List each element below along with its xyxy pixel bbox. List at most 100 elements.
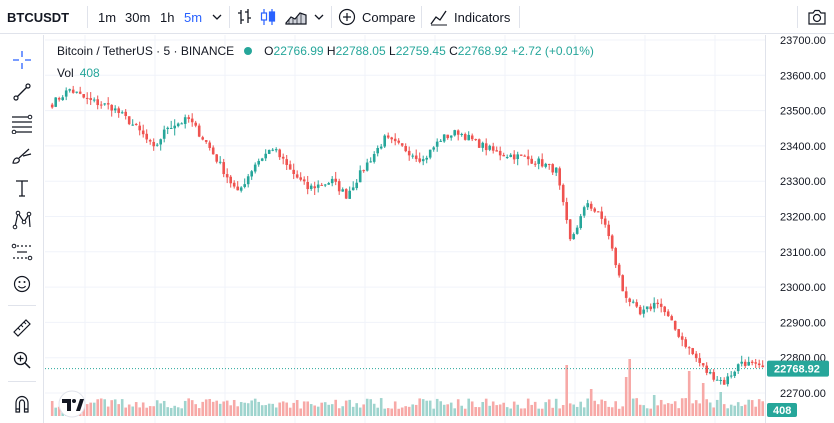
indicators-button[interactable]: Indicators (430, 0, 510, 34)
candle-body (582, 207, 586, 216)
candle-body (124, 111, 127, 116)
candle-body (239, 187, 243, 191)
volume-bar (635, 398, 638, 416)
candle-body (285, 159, 288, 165)
fib-retracement-tool-button[interactable] (6, 109, 38, 139)
text-icon (16, 180, 28, 197)
timeframe-1h[interactable]: 1h (160, 9, 175, 25)
volume-bar (344, 400, 348, 416)
timeframe-5m[interactable]: 5m (184, 9, 203, 25)
ruler-tool-button[interactable] (6, 313, 38, 343)
volume-bar (285, 402, 288, 416)
candle-body (446, 134, 449, 139)
volume-bar (533, 401, 537, 416)
volume-bar (397, 408, 400, 416)
volume-bar (243, 402, 246, 416)
candle-body (757, 363, 761, 366)
candles-chart-type-icon[interactable] (258, 0, 278, 34)
candle-body (330, 178, 334, 184)
volume-bar (211, 401, 215, 416)
volume-bar (222, 401, 225, 416)
tradingview-logo-icon[interactable] (58, 390, 86, 418)
candle-body (208, 142, 211, 148)
candle-body (589, 203, 593, 209)
volume-bar (617, 408, 621, 416)
volume-bar (488, 405, 491, 416)
candle-body (498, 150, 502, 156)
candle-body (134, 123, 138, 125)
volume-bar (145, 407, 148, 416)
volume-bar (365, 398, 369, 416)
emoji-tool-button[interactable] (6, 269, 38, 299)
candle-body (215, 154, 218, 162)
crosshair-tool-button[interactable] (6, 45, 38, 75)
prediction-tool-button[interactable] (6, 237, 38, 267)
volume-bar (596, 404, 600, 416)
candle-body (236, 186, 239, 191)
change-value: +2.72 (+0.01%) (511, 44, 594, 58)
candle-body (488, 145, 491, 150)
volume-bar (390, 408, 393, 416)
timeframe-30m[interactable]: 30m (125, 9, 151, 25)
candle-body (54, 97, 57, 107)
candle-body (698, 358, 701, 363)
candle-body (638, 306, 642, 315)
chart-legend: Bitcoin / TetherUS · 5 · BINANCE O 22766.… (57, 44, 594, 58)
volume-bar (579, 401, 582, 416)
candle-body (656, 302, 659, 305)
volume-bar (169, 407, 173, 416)
price-scale-axis[interactable]: 23700.00 23600.00 23500.00 23400.00 23300.00… (766, 35, 834, 423)
screenshot-camera-icon[interactable] (806, 0, 828, 34)
volume-bar (449, 402, 453, 416)
volume-bar (670, 403, 673, 416)
volume-bar (306, 401, 309, 416)
trend-line-tool-button[interactable] (6, 77, 38, 107)
volume-bar (264, 405, 267, 416)
candle-body (57, 98, 61, 100)
volume-bar (411, 404, 414, 416)
candlestick-chart[interactable] (45, 35, 765, 423)
volume-bar (642, 405, 645, 416)
price-scale[interactable]: 23700.00 23600.00 23500.00 23400.00 23300.00… (765, 35, 834, 423)
bar-chart-type-icon[interactable] (235, 0, 255, 34)
volume-bar (257, 401, 260, 416)
symbol-search-button[interactable]: BTCUSDT (7, 9, 70, 25)
candle-body (460, 133, 463, 135)
volume-bar (589, 389, 593, 416)
volume-bar (407, 406, 411, 416)
price-tick-label: 23600.00 (780, 70, 826, 82)
volume-bar (582, 407, 586, 416)
candle-body (404, 146, 407, 152)
volume-bar (638, 404, 642, 416)
volume-bar (439, 401, 442, 416)
candle-body (82, 94, 85, 98)
candle-body (449, 135, 453, 138)
compare-button[interactable]: Compare (338, 0, 415, 34)
volume-bar (747, 399, 750, 416)
candle-body (470, 135, 474, 140)
volume-bar (103, 399, 106, 416)
timeframe-1m[interactable]: 1m (98, 9, 117, 25)
volume-label[interactable]: Vol (57, 66, 74, 80)
timeframe-dropdown-chevron-icon[interactable] (208, 0, 226, 34)
symbol-title[interactable]: Bitcoin / TetherUS · 5 · BINANCE (57, 44, 235, 58)
candle-body (145, 133, 148, 140)
volume-bar (166, 407, 169, 416)
chart-pane[interactable] (45, 35, 765, 423)
candle-body (355, 182, 358, 189)
candle-body (544, 163, 547, 167)
candle-body (323, 184, 327, 186)
chart-type-dropdown-chevron-icon[interactable] (310, 0, 328, 34)
candle-body (418, 158, 421, 162)
candle-body (754, 362, 757, 364)
zoom-in-tool-button[interactable] (6, 345, 38, 375)
area-chart-type-icon[interactable] (284, 0, 308, 34)
candle-body (568, 219, 572, 240)
pattern-tool-button[interactable] (6, 205, 38, 235)
candle-body (432, 147, 435, 150)
text-tool-button[interactable] (6, 173, 38, 203)
magnet-tool-button[interactable] (6, 389, 38, 419)
candle-body (743, 361, 747, 366)
volume-bar (327, 404, 330, 416)
brush-tool-button[interactable] (6, 141, 38, 171)
